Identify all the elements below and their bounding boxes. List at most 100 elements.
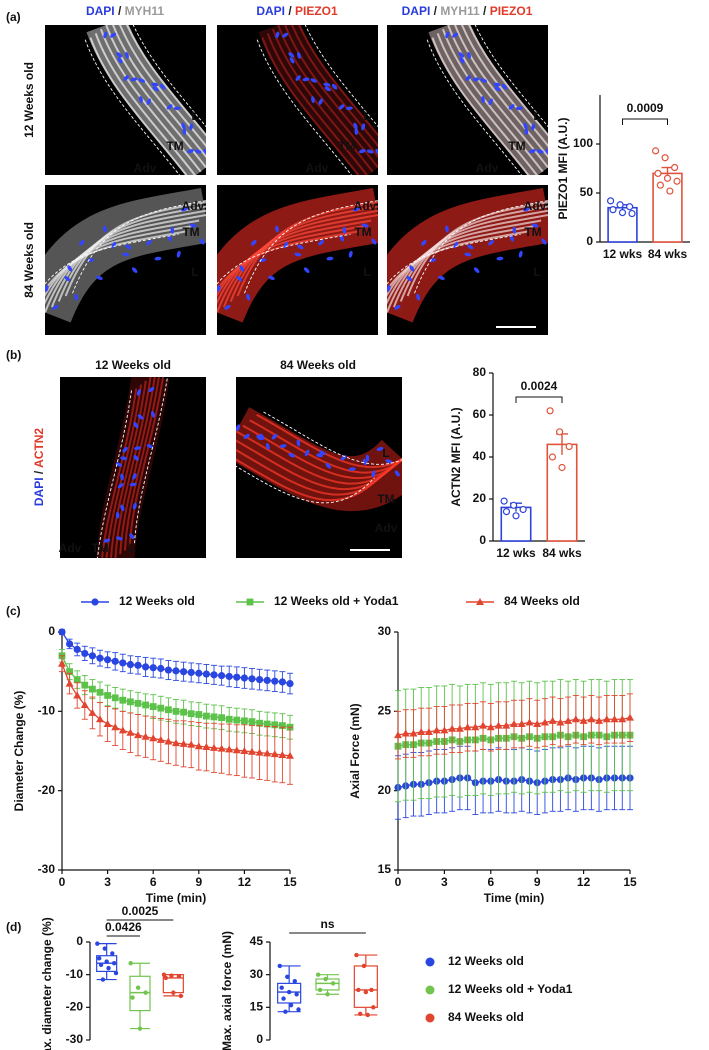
- image-content: [387, 187, 548, 324]
- data-point: [371, 1005, 376, 1010]
- nucleus: [103, 225, 107, 233]
- marker: [240, 747, 249, 754]
- p-value: 0.0426: [105, 920, 142, 934]
- nucleus: [481, 96, 485, 104]
- marker: [96, 654, 104, 662]
- fiber: [128, 377, 165, 547]
- nucleus: [275, 31, 280, 39]
- legend-dot: [425, 985, 435, 995]
- marker: [58, 659, 66, 667]
- data-point: [673, 177, 681, 185]
- y-axis-label: Max. diameter change (%): [40, 917, 54, 1050]
- x-axis-label: Time (min): [484, 891, 544, 905]
- marker: [255, 748, 264, 756]
- x-tick-label: 15: [283, 875, 297, 889]
- fiber: [50, 209, 206, 308]
- nucleus: [326, 256, 334, 261]
- nucleus: [295, 75, 301, 81]
- marker: [564, 716, 573, 724]
- nucleus: [259, 258, 267, 263]
- nucleus: [524, 127, 529, 135]
- fiber: [236, 458, 383, 502]
- nucleus: [148, 387, 155, 392]
- nucleus: [236, 424, 241, 432]
- y-tick-label: 20: [378, 783, 392, 797]
- fiber: [45, 225, 193, 297]
- nucleus: [297, 52, 301, 59]
- marker: [111, 723, 120, 731]
- fiber: [387, 214, 548, 313]
- data-point: [558, 463, 566, 472]
- marker: [157, 704, 165, 712]
- fiber: [290, 25, 378, 148]
- marker: [440, 726, 449, 734]
- nucleus: [122, 252, 130, 257]
- nucleus: [115, 536, 123, 541]
- nucleus: [473, 267, 480, 273]
- nucleus: [496, 256, 504, 261]
- nucleus: [152, 86, 159, 92]
- marker: [126, 728, 135, 736]
- marker: [556, 718, 565, 726]
- marker: [417, 727, 426, 735]
- nucleus: [318, 240, 324, 246]
- data-point: [361, 963, 367, 969]
- outline: [84, 39, 180, 175]
- fiber: [399, 205, 548, 302]
- data-point: [546, 407, 554, 415]
- x-tick-label: 6: [487, 875, 494, 889]
- stain-label-part: /: [480, 4, 490, 18]
- data-point: [671, 163, 679, 172]
- panel-label: (b): [6, 348, 21, 362]
- outline: [97, 390, 132, 558]
- image-annotation: TM: [508, 139, 525, 153]
- nucleus: [203, 148, 206, 155]
- marker: [164, 737, 173, 745]
- marker: [127, 698, 134, 706]
- data-point: [626, 203, 634, 211]
- nucleus: [79, 240, 85, 246]
- nucleus: [310, 78, 318, 83]
- nucleus: [176, 250, 181, 258]
- fiber: [236, 439, 396, 491]
- image-annotation: Adv: [134, 161, 157, 175]
- image-annotation: TM: [524, 225, 541, 239]
- nucleus: [173, 106, 181, 111]
- marker: [73, 676, 81, 683]
- nucleus: [283, 241, 289, 249]
- marker: [218, 672, 226, 680]
- nucleus: [493, 82, 501, 87]
- image-annotation: TM: [377, 492, 394, 506]
- marker: [157, 664, 165, 673]
- fiber: [222, 209, 378, 308]
- nucleus: [297, 244, 304, 250]
- y-axis-label: PIEZO1 MFI (A.U.): [556, 117, 570, 219]
- image-annotation: L: [533, 265, 540, 279]
- fiber: [236, 448, 389, 496]
- stain-label-part: /: [32, 468, 46, 478]
- nucleus: [116, 52, 123, 58]
- nucleus: [429, 258, 437, 263]
- nucleus: [115, 511, 120, 519]
- fiber: [89, 37, 188, 175]
- marker: [479, 721, 488, 729]
- row-label: 12 Weeks old: [22, 62, 36, 138]
- nucleus: [243, 433, 250, 439]
- marker: [463, 723, 472, 731]
- marker: [187, 668, 195, 677]
- stain-label: DAPI / PIEZO1: [256, 4, 338, 18]
- outline: [72, 200, 206, 294]
- data-point: [666, 187, 674, 195]
- image-annotation: L: [363, 265, 370, 279]
- fiber: [242, 424, 402, 480]
- y-axis-label: Max. axial force (mN): [220, 931, 234, 1050]
- marker: [134, 731, 142, 739]
- data-point: [315, 972, 321, 977]
- nucleus: [480, 78, 488, 83]
- image-annotation: Adv: [354, 199, 377, 213]
- marker: [118, 726, 127, 734]
- data-point: [654, 169, 662, 177]
- data-point: [323, 976, 328, 982]
- nucleus: [303, 267, 310, 273]
- image-annotation: L: [533, 109, 540, 123]
